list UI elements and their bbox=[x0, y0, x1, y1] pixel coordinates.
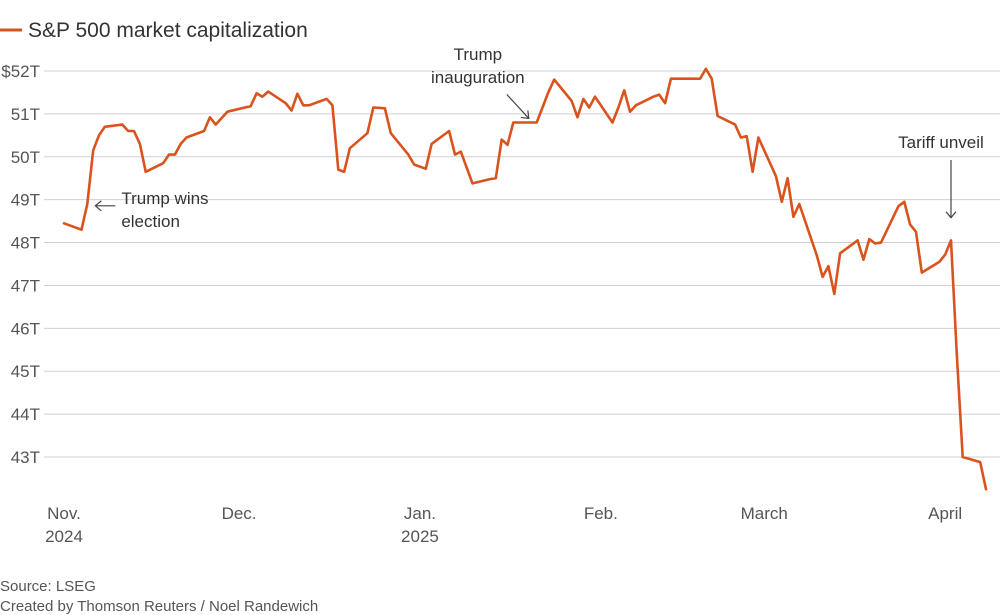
annotation-text: Trump wins bbox=[121, 189, 208, 208]
annotation-tariff: Tariff unveil bbox=[898, 133, 984, 219]
x-axis: Nov. 2024 Dec. Jan. 2025 Feb. March April bbox=[45, 504, 962, 546]
y-tick-label: 51T bbox=[11, 105, 40, 124]
footer: Source: LSEG Created by Thomson Reuters … bbox=[0, 578, 318, 615]
x-tick-sublabel: 2025 bbox=[401, 527, 439, 546]
source-note: Source: LSEG bbox=[0, 578, 96, 595]
x-tick-label: March bbox=[741, 504, 788, 523]
annotation-text: inauguration bbox=[431, 68, 525, 87]
annotation-text: Tariff unveil bbox=[898, 133, 984, 152]
x-tick-label: Feb. bbox=[584, 504, 618, 523]
y-tick-label: 47T bbox=[11, 276, 40, 295]
y-tick-label: 50T bbox=[11, 148, 40, 167]
gridlines bbox=[44, 70, 1000, 458]
credit-note: Created by Thomson Reuters / Noel Randew… bbox=[0, 598, 318, 615]
series-line-path bbox=[62, 67, 988, 491]
legend-label: S&P 500 market capitalization bbox=[28, 19, 308, 42]
y-tick-label: 49T bbox=[11, 191, 40, 210]
y-axis: 43T 44T 45T 46T 47T 48T 49T 50T 51T $52T bbox=[1, 62, 40, 467]
y-tick-label: 43T bbox=[11, 448, 40, 467]
y-tick-label: 45T bbox=[11, 362, 40, 381]
annotation-inauguration: Trump inauguration bbox=[431, 45, 530, 120]
x-tick-sublabel: 2024 bbox=[45, 527, 83, 546]
annotation-arrowhead bbox=[94, 200, 102, 212]
x-tick-label: Jan. bbox=[404, 504, 436, 523]
series-line bbox=[62, 67, 988, 491]
x-tick-label: Dec. bbox=[222, 504, 257, 523]
x-tick-label: Nov. bbox=[47, 504, 81, 523]
annotation-text: Trump bbox=[454, 45, 503, 64]
annotation-arrowhead bbox=[945, 211, 957, 219]
x-tick-label: April bbox=[928, 504, 962, 523]
annotation-arrow bbox=[506, 94, 530, 119]
annotation-election: Trump wins election bbox=[94, 189, 209, 231]
annotation-arrowhead bbox=[520, 110, 530, 120]
annotations: Trump wins election Trump inauguration Tarif… bbox=[94, 45, 984, 231]
y-tick-label: 48T bbox=[11, 234, 40, 253]
y-tick-label: 44T bbox=[11, 405, 40, 424]
y-tick-label: $52T bbox=[1, 62, 40, 81]
legend: S&P 500 market capitalization bbox=[0, 19, 308, 42]
annotation-text: election bbox=[121, 212, 180, 231]
y-tick-label: 46T bbox=[11, 319, 40, 338]
